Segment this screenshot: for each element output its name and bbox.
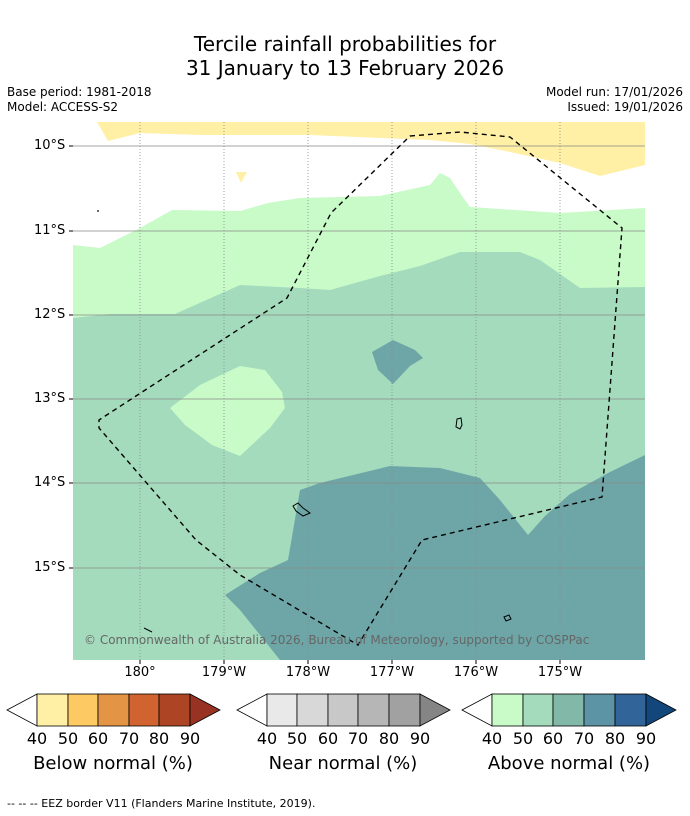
legend-near-tick: 60 xyxy=(317,729,339,748)
eez-footer-note: -- -- -- EEZ border V11 (Flanders Marine… xyxy=(7,797,316,810)
graticule xyxy=(73,122,645,660)
lon-label-178w: 178°W xyxy=(285,665,331,680)
lon-label-177w: 177°W xyxy=(369,665,415,680)
legend-below-tick: 60 xyxy=(87,729,109,748)
legend-above-tick: 40 xyxy=(481,729,503,748)
axis-ticks xyxy=(69,145,561,664)
legend-near-tick: 90 xyxy=(409,729,431,748)
island-outline xyxy=(455,417,463,430)
map-title: Tercile rainfall probabilities for 31 Ja… xyxy=(0,32,690,80)
legend-above-tick: 90 xyxy=(635,729,657,748)
island-dot xyxy=(97,210,99,212)
legend-below-tick: 70 xyxy=(118,729,140,748)
lon-label-179w: 179°W xyxy=(201,665,247,680)
legend-near-tick: 80 xyxy=(378,729,400,748)
eez-border xyxy=(98,131,623,646)
lat-label-10s: 10°S xyxy=(34,138,66,153)
lon-label-175w: 175°W xyxy=(537,665,583,680)
below-normal-40-pocket xyxy=(236,172,247,183)
lat-label-11s: 11°S xyxy=(34,223,66,238)
legend-below-normal xyxy=(6,693,221,727)
legend-near-tick: 40 xyxy=(256,729,278,748)
legend-near-normal xyxy=(236,693,451,727)
above-normal-60-zone xyxy=(225,455,645,660)
model-name: Model: ACCESS-S2 xyxy=(7,100,119,114)
legend-below-tick: 40 xyxy=(26,729,48,748)
legend-above-tick: 70 xyxy=(573,729,595,748)
legend-above-tick: 80 xyxy=(604,729,626,748)
island-outline xyxy=(143,627,153,633)
meta-right: Model run: 17/01/2026 Issued: 19/01/2026 xyxy=(546,85,683,115)
lon-label-176w: 176°W xyxy=(453,665,499,680)
model-run: Model run: 17/01/2026 xyxy=(545,85,683,99)
title-line-1: Tercile rainfall probabilities for xyxy=(193,32,497,56)
island-outline xyxy=(292,502,312,517)
lon-label-180: 180° xyxy=(124,665,156,680)
copyright-notice: © Commonwealth of Australia 2026, Bureau… xyxy=(84,633,590,647)
legend-near-tick: 50 xyxy=(286,729,308,748)
legend-above-tick: 60 xyxy=(542,729,564,748)
lat-label-15s: 15°S xyxy=(34,560,66,575)
above-normal-60-pocket xyxy=(372,340,423,384)
legend-below-tick: 80 xyxy=(148,729,170,748)
legend-below-tick: 50 xyxy=(57,729,79,748)
title-line-2: 31 January to 13 February 2026 xyxy=(185,56,505,80)
below-normal-40-zone xyxy=(97,122,645,176)
legend-near-title: Near normal (%) xyxy=(268,753,418,774)
map-area xyxy=(73,122,645,660)
legend-above-normal xyxy=(461,693,677,727)
legend-below-title: Below normal (%) xyxy=(33,753,193,774)
issued-date: Issued: 19/01/2026 xyxy=(567,100,683,114)
lat-label-14s: 14°S xyxy=(34,475,66,490)
legend-above-tick: 50 xyxy=(512,729,534,748)
lat-label-12s: 12°S xyxy=(34,307,66,322)
island-outline xyxy=(503,614,512,622)
meta-left: Base period: 1981-2018 Model: ACCESS-S2 xyxy=(7,85,152,115)
above-normal-40-pocket xyxy=(170,366,285,456)
legend-above-title: Above normal (%) xyxy=(487,753,651,774)
lat-label-13s: 13°S xyxy=(34,391,66,406)
legend-below-tick: 90 xyxy=(179,729,201,748)
base-period: Base period: 1981-2018 xyxy=(7,85,152,99)
legend-near-tick: 70 xyxy=(347,729,369,748)
